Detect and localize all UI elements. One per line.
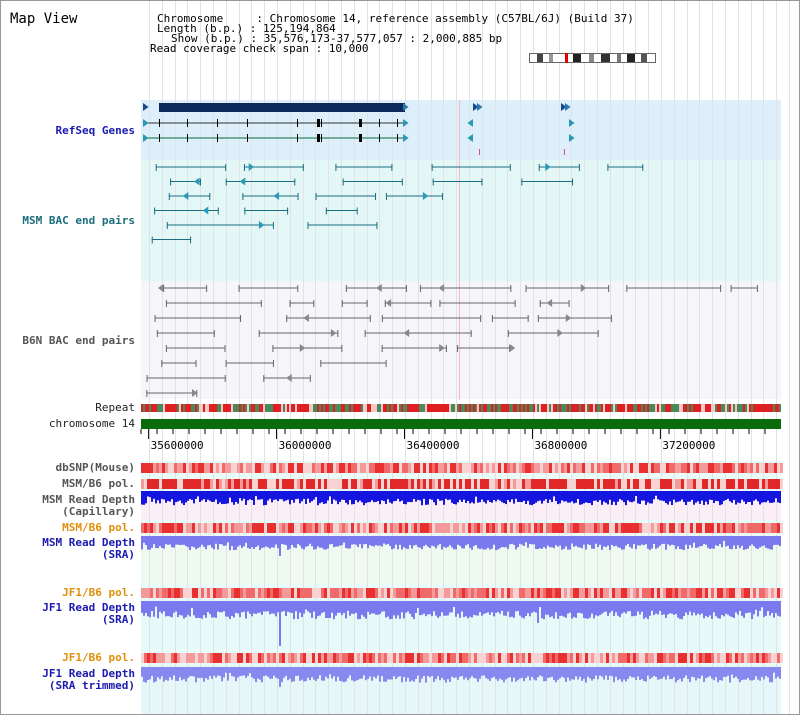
axis-tick-label: 37200000 (662, 439, 715, 452)
track-label-msm-depth-sra-1[interactable]: MSM Read Depth (42, 536, 135, 549)
position-axis-ticks: 35600000 36000000 36400000 36800000 37200000 (140, 429, 766, 452)
track-label-msm-depth-capillary-1[interactable]: MSM Read Depth (42, 493, 135, 506)
axis-tick-label: 36800000 (534, 439, 587, 452)
msm-b6-pol-band-2 (141, 523, 783, 533)
info-length: Length (b.p.) : 125,194,864 (157, 22, 336, 35)
repeat-track (141, 404, 781, 412)
info-chromosome: Chromosome : Chromosome 14, reference as… (157, 12, 634, 25)
chromosome-ideogram[interactable] (529, 53, 657, 65)
track-label-jf1-depth-trim-2[interactable]: (SRA trimmed) (48, 679, 135, 692)
track-label-msm-b6-pol-1[interactable]: MSM/B6 pol. (62, 477, 135, 490)
track-label-jf1-depth-sra-1[interactable]: JF1 Read Depth (42, 601, 135, 614)
track-label-jf1-depth-sra-2[interactable]: (SRA) (101, 613, 135, 626)
msm-depth-capillary-bars (141, 491, 781, 506)
msm-depth-sra-bars (141, 536, 781, 556)
axis-tick-label: 36400000 (407, 439, 460, 452)
track-label-repeat: Repeat (95, 401, 135, 414)
msm-b6-pol-band-1 (141, 479, 783, 489)
axis-tick-label: 35600000 (151, 439, 204, 452)
track-label-msm-bac[interactable]: MSM BAC end pairs (22, 214, 135, 227)
msm-bac-track (151, 163, 644, 244)
track-label-refseq[interactable]: RefSeq Genes (55, 124, 135, 137)
page-title: Map View (10, 11, 78, 27)
ideogram-position-marker (565, 53, 568, 63)
track-label-msm-depth-capillary-2[interactable]: (Capillary) (62, 505, 135, 518)
grid-lines (149, 1, 790, 714)
track-label-b6n-bac[interactable]: B6N BAC end pairs (22, 334, 135, 347)
jf1-b6-pol-band-1 (141, 588, 783, 598)
dbsnp-band (141, 463, 783, 473)
track-label-jf1-b6-pol-1[interactable]: JF1/B6 pol. (62, 586, 135, 599)
track-label-msm-b6-pol-2[interactable]: MSM/B6 pol. (62, 521, 135, 534)
axis-tick-label: 36000000 (279, 439, 332, 452)
refseq-genes-track (143, 103, 575, 155)
track-label-dbsnp[interactable]: dbSNP(Mouse) (55, 461, 135, 474)
track-label-chromosome: chromosome 14 (48, 417, 135, 430)
jf1-depth-sra-bars (141, 601, 781, 646)
jf1-depth-trim-bars (141, 667, 781, 687)
b6n-bac-track (146, 284, 758, 397)
track-label-jf1-depth-trim-1[interactable]: JF1 Read Depth (42, 667, 135, 680)
track-label-msm-depth-sra-2[interactable]: (SRA) (101, 548, 135, 561)
info-coverage-span: Read coverage check span : 10,000 (150, 42, 369, 55)
chromosome-bar (141, 419, 781, 429)
track-label-jf1-b6-pol-2[interactable]: JF1/B6 pol. (62, 651, 135, 664)
info-show-range: Show (b.p.) : 35,576,173-37,577,057 : 2,… (171, 32, 503, 45)
jf1-b6-pol-band-2 (141, 653, 783, 663)
